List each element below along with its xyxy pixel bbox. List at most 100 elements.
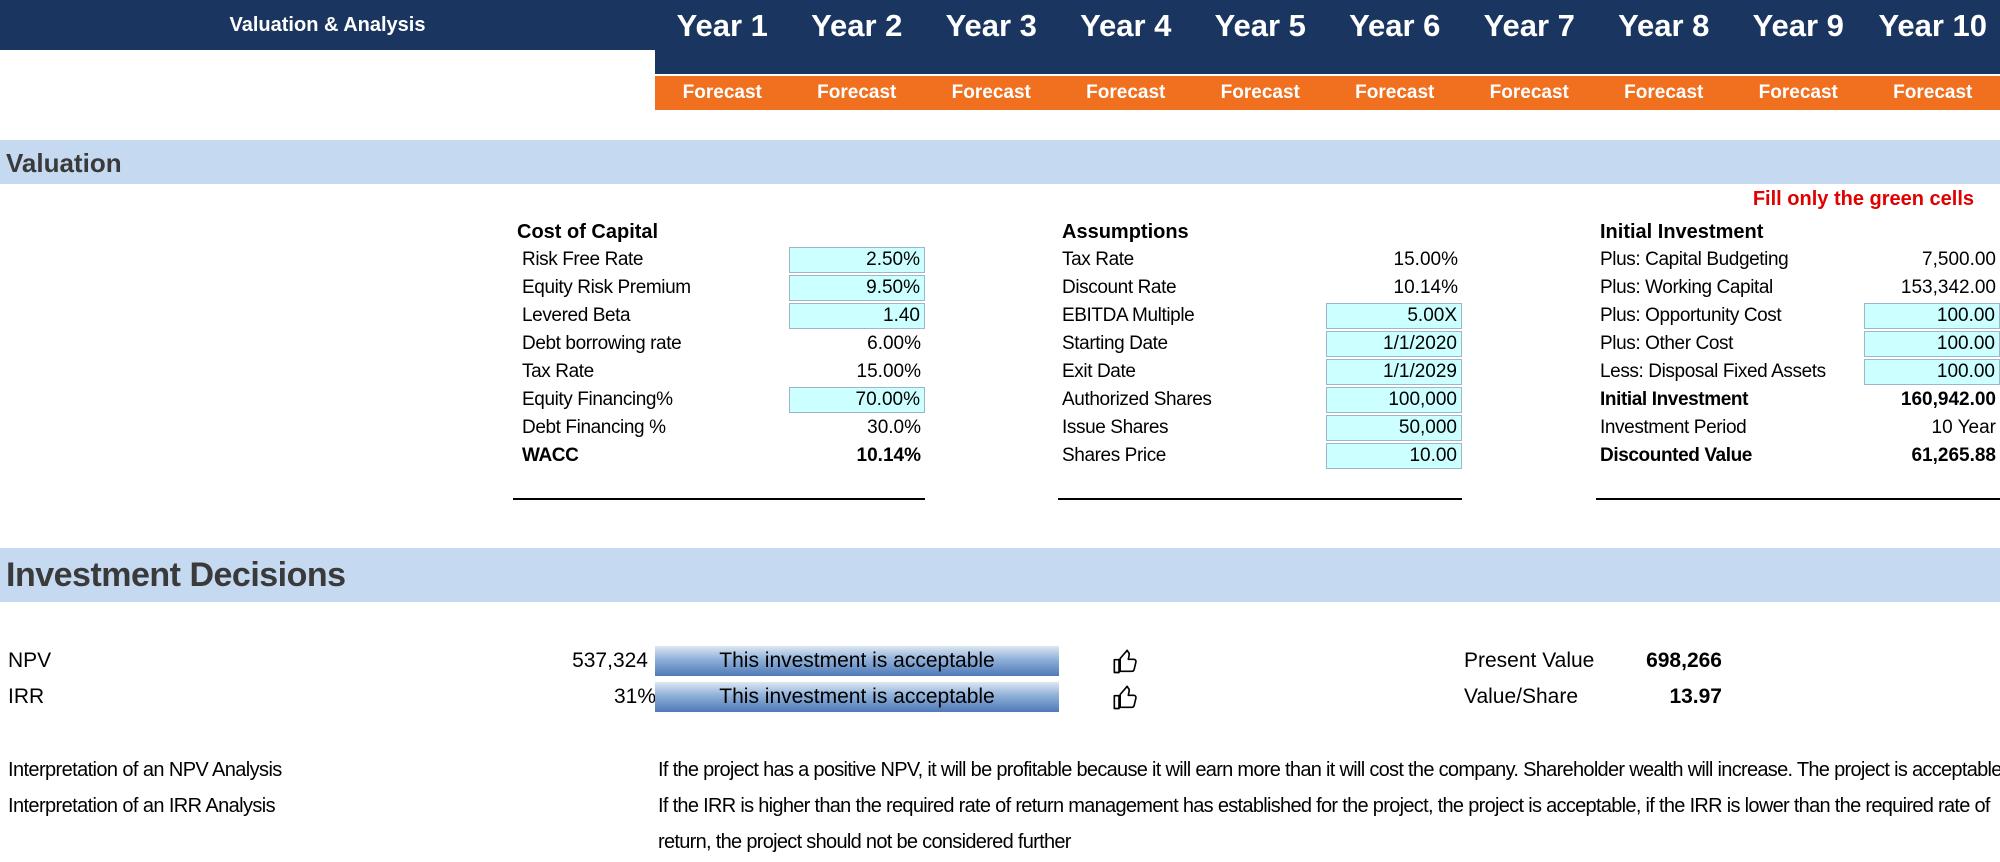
cost-of-capital-input-cell[interactable]: 2.50% [789,247,925,273]
present-value-label: Present Value [1464,649,1595,672]
valuation-section-band: Valuation [0,140,2000,184]
assumptions-label: Authorized Shares [1062,389,1212,410]
assumptions-label: Discount Rate [1062,277,1177,298]
assumptions-input-cell[interactable]: 1/1/2029 [1326,359,1462,385]
initial-investment-row: Discounted Value 61,265.88 [1596,442,2000,470]
assumptions-row: Exit Date 1/1/2029 [1058,358,1462,386]
assumptions-row: Starting Date 1/1/2020 [1058,330,1462,358]
initial-investment-row: Plus: Working Capital 153,342.00 [1596,274,2000,302]
forecast-label-10: Forecast [1893,82,1973,103]
initial-investment-label: Less: Disposal Fixed Assets [1600,361,1826,382]
assumptions-input-cell[interactable]: 10.00 [1326,443,1462,469]
cost-of-capital-value: 15.00% [856,361,921,382]
assumptions-value: 15.00% [1393,249,1458,270]
cost-of-capital-label: Tax Rate [522,361,594,382]
cost-of-capital-label: Levered Beta [522,305,631,326]
assumptions-label: Shares Price [1062,445,1166,466]
initial-investment-value: 153,342.00 [1900,277,1996,298]
cost-of-capital-input-cell[interactable]: 70.00% [789,387,925,413]
initial-investment-label: Investment Period [1600,417,1747,438]
forecast-label-4: Forecast [1086,82,1166,103]
forecast-label-2: Forecast [817,82,897,103]
cost-of-capital-row: WACC 10.14% [513,442,925,470]
cost-of-capital-label: Debt borrowing rate [522,333,682,354]
cost-of-capital-row: Levered Beta 1.40 [513,302,925,330]
irr-interpretation-label: Interpretation of an IRR Analysis [8,795,276,817]
npv-interpretation-label: Interpretation of an NPV Analysis [8,759,282,781]
initial-investment-value: 160,942.00 [1900,389,1996,410]
irr-interpretation-text-line1: If the IRR is higher than the required r… [658,795,1990,817]
assumptions-label: EBITDA Multiple [1062,305,1195,326]
forecast-label-5: Forecast [1220,82,1300,103]
assumptions-title: Assumptions [1062,221,1189,243]
cost-of-capital-row: Risk Free Rate 2.50% [513,246,925,274]
assumptions-input-cell[interactable]: 5.00X [1326,303,1462,329]
initial-investment-input-cell[interactable]: 100.00 [1864,331,2000,357]
forecast-label-7: Forecast [1489,82,1569,103]
assumptions-input-cell[interactable]: 100,000 [1326,387,1462,413]
initial-investment-row: Investment Period 10 Year [1596,414,2000,442]
value-per-share-value: 13.97 [1669,685,1722,708]
irr-value: 31% [613,685,656,708]
fill-green-cells-note: Fill only the green cells [1752,188,1974,210]
npv-row: NPV 537,324 This investment is acceptabl… [0,644,2000,678]
thumbs-up-icon [1113,649,1137,674]
assumptions-row: EBITDA Multiple 5.00X [1058,302,1462,330]
irr-interpretation-text-line2: return, the project should not be consid… [658,831,1071,853]
npv-value: 537,324 [572,649,648,672]
year-header-4: Year 4 [1080,8,1172,43]
irr-verdict: This investment is acceptable [655,682,1059,712]
thumbs-up-icon [1113,685,1137,710]
assumptions-row: Issue Shares 50,000 [1058,414,1462,442]
value-per-share-label: Value/Share [1464,685,1579,708]
year-header-3: Year 3 [945,8,1037,43]
cost-of-capital-input-cell[interactable]: 9.50% [789,275,925,301]
present-value-value: 698,266 [1646,649,1722,672]
initial-investment-label: Plus: Capital Budgeting [1600,249,1789,270]
initial-investment-value: 10 Year [1931,417,1996,438]
npv-verdict: This investment is acceptable [655,646,1059,676]
assumptions-row: Discount Rate 10.14% [1058,274,1462,302]
initial-investment-label: Discounted Value [1600,445,1752,466]
assumptions-input-cell[interactable]: 50,000 [1326,415,1462,441]
assumptions-rule [1058,498,1462,500]
forecast-label-9: Forecast [1758,82,1838,103]
assumptions-value: 10.14% [1393,277,1458,298]
year-header-5: Year 5 [1214,8,1306,43]
year-header-8: Year 8 [1618,8,1710,43]
cost-of-capital-label: Debt Financing % [522,417,666,438]
irr-label: IRR [8,685,45,708]
year-header-10: Year 10 [1878,8,1988,43]
year-header-2: Year 2 [811,8,903,43]
initial-investment-block: Initial Investment Plus: Capital Budgeti… [1596,218,2000,500]
cost-of-capital-row: Debt borrowing rate 6.00% [513,330,925,358]
cost-of-capital-block: Cost of Capital Risk Free Rate 2.50% Equit… [513,218,925,500]
cost-of-capital-value: 6.00% [867,333,921,354]
cost-of-capital-label: Risk Free Rate [522,249,644,270]
initial-investment-row: Initial Investment 160,942.00 [1596,386,2000,414]
year-header-1: Year 1 [676,8,768,43]
initial-investment-label: Initial Investment [1600,389,1749,410]
year-header-9: Year 9 [1752,8,1844,43]
assumptions-row: Tax Rate 15.00% [1058,246,1462,274]
cost-of-capital-value: 30.0% [867,417,921,438]
forecast-label-6: Forecast [1355,82,1435,103]
forecast-header-bar: Forecast Forecast Forecast Forecast Forecast… [655,76,2000,110]
assumptions-input-cell[interactable]: 1/1/2020 [1326,331,1462,357]
cost-of-capital-input-cell[interactable]: 1.40 [789,303,925,329]
npv-label: NPV [8,649,52,672]
initial-investment-input-cell[interactable]: 100.00 [1864,303,2000,329]
initial-investment-input-cell[interactable]: 100.00 [1864,359,2000,385]
initial-investment-row: Less: Disposal Fixed Assets 100.00 [1596,358,2000,386]
assumptions-row: Shares Price 10.00 [1058,442,1462,470]
irr-row: IRR 31% This investment is acceptable Va… [0,680,2000,714]
npv-interpretation-text: If the project has a positive NPV, it wi… [658,759,2000,781]
investment-decisions-band: Investment Decisions [0,548,2000,602]
cost-of-capital-row: Equity Financing% 70.00% [513,386,925,414]
year-header-bar: Year 1 Year 2 Year 3 Year 4 Year 5 Year 6 Year… [655,0,2000,74]
cost-of-capital-label: Equity Financing% [522,389,673,410]
cost-of-capital-label: WACC [522,445,579,466]
sheet-title: Valuation & Analysis [0,0,655,50]
cost-of-capital-row: Debt Financing % 30.0% [513,414,925,442]
assumptions-label: Starting Date [1062,333,1168,354]
